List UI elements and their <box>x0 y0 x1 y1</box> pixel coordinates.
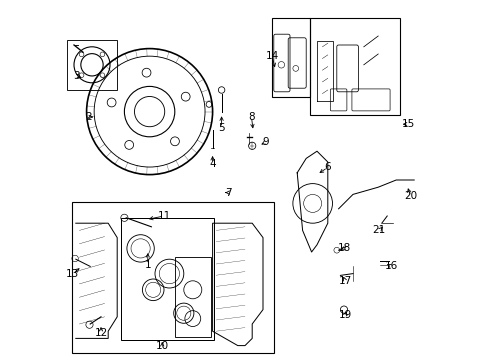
Text: 2: 2 <box>85 112 92 122</box>
Text: 13: 13 <box>66 269 79 279</box>
Bar <box>67 40 117 90</box>
Text: 5: 5 <box>218 123 225 133</box>
Text: 3: 3 <box>74 71 80 81</box>
Text: 21: 21 <box>373 225 386 235</box>
Text: 8: 8 <box>248 112 255 122</box>
Text: 20: 20 <box>404 191 417 201</box>
Text: 4: 4 <box>209 159 216 169</box>
Text: 11: 11 <box>157 211 171 221</box>
Bar <box>121 218 215 340</box>
Text: 18: 18 <box>338 243 351 253</box>
Text: 10: 10 <box>156 341 169 351</box>
Bar <box>175 257 211 337</box>
Text: 16: 16 <box>385 261 398 271</box>
Text: 6: 6 <box>324 162 331 172</box>
Text: 15: 15 <box>402 119 416 129</box>
Text: 12: 12 <box>95 328 108 338</box>
Text: 7: 7 <box>225 188 232 198</box>
Text: 17: 17 <box>339 276 352 286</box>
Text: 19: 19 <box>339 310 352 320</box>
Bar <box>310 18 400 115</box>
Bar <box>272 18 310 97</box>
Text: 9: 9 <box>263 137 269 147</box>
Text: 14: 14 <box>266 51 279 61</box>
Text: 1: 1 <box>145 260 151 270</box>
Bar <box>72 202 274 353</box>
